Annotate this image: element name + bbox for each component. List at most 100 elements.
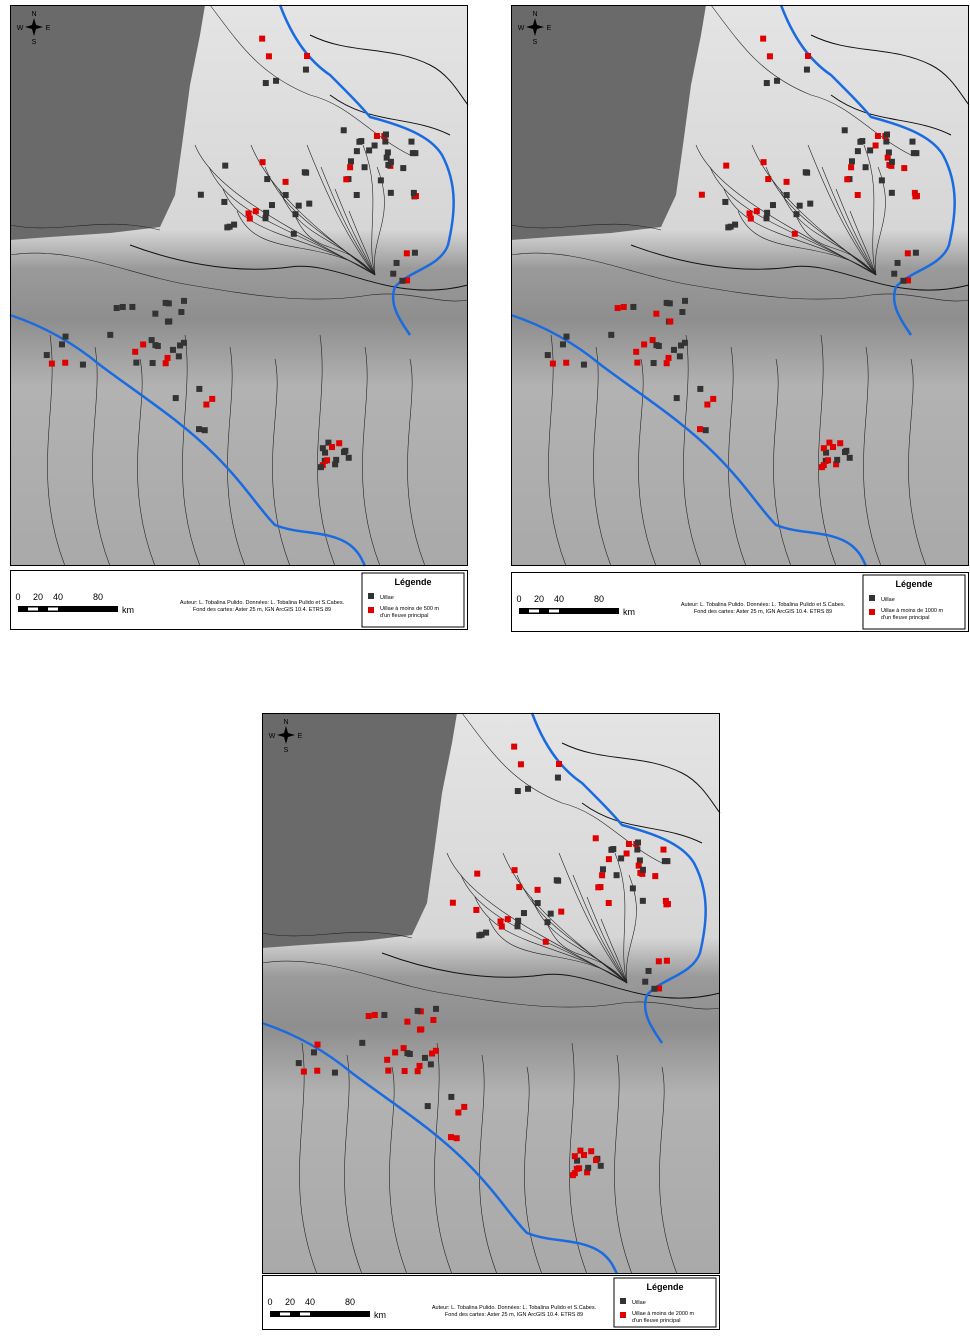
site-marker bbox=[173, 395, 179, 401]
site-marker bbox=[842, 449, 848, 455]
site-marker bbox=[630, 304, 636, 310]
site-marker bbox=[320, 445, 326, 451]
credit-line: Fond des cartes: Aster 25 m, IGN ArcGIS … bbox=[445, 1312, 583, 1318]
credit-line: Auteur: L. Tobalina Pulido. Données: L. … bbox=[432, 1305, 597, 1311]
site-marker bbox=[433, 1048, 439, 1054]
site-marker bbox=[415, 1068, 421, 1074]
scale-label: 20 bbox=[285, 1297, 295, 1307]
legend-panel: 0204080kmAuteur: L. Tobalina Pulido. Don… bbox=[263, 1276, 720, 1330]
site-marker bbox=[804, 67, 810, 73]
site-marker bbox=[560, 341, 566, 347]
site-marker bbox=[390, 271, 396, 277]
site-marker bbox=[793, 211, 799, 217]
site-marker bbox=[400, 165, 406, 171]
scale-seg bbox=[48, 608, 58, 611]
site-marker bbox=[402, 1068, 408, 1074]
site-marker bbox=[518, 761, 524, 767]
site-marker bbox=[891, 271, 897, 277]
site-marker bbox=[303, 67, 309, 73]
site-marker bbox=[259, 36, 265, 42]
site-marker bbox=[886, 149, 892, 155]
site-marker bbox=[674, 395, 680, 401]
site-marker bbox=[544, 919, 550, 925]
site-marker bbox=[408, 139, 414, 145]
site-marker bbox=[383, 131, 389, 137]
compass-s: S bbox=[32, 39, 37, 46]
site-marker bbox=[80, 362, 86, 368]
site-marker bbox=[283, 179, 289, 185]
site-marker bbox=[474, 871, 480, 877]
site-marker bbox=[311, 1049, 317, 1055]
legend-swatch bbox=[620, 1298, 626, 1304]
site-marker bbox=[362, 164, 368, 170]
site-marker bbox=[819, 464, 825, 470]
site-marker bbox=[333, 457, 339, 463]
site-marker bbox=[825, 457, 831, 463]
site-marker bbox=[697, 426, 703, 432]
site-marker bbox=[366, 1013, 372, 1019]
site-marker bbox=[49, 361, 55, 367]
compass-e: E bbox=[46, 25, 51, 32]
site-marker bbox=[394, 260, 400, 266]
site-marker bbox=[181, 340, 187, 346]
site-marker bbox=[359, 1040, 365, 1046]
site-marker bbox=[384, 1057, 390, 1063]
site-marker bbox=[366, 147, 372, 153]
site-marker bbox=[176, 353, 182, 359]
compass-n: N bbox=[283, 719, 288, 726]
site-marker bbox=[521, 910, 527, 916]
site-marker bbox=[107, 332, 113, 338]
site-marker bbox=[863, 164, 869, 170]
site-marker bbox=[867, 147, 873, 153]
site-marker bbox=[425, 1103, 431, 1109]
site-marker bbox=[346, 455, 352, 461]
site-marker bbox=[535, 900, 541, 906]
site-marker bbox=[873, 142, 879, 148]
site-marker bbox=[417, 1063, 423, 1069]
site-marker bbox=[875, 133, 881, 139]
figure: N S E W 0204080kmAuteur: L. Tobalina Pulido.… bbox=[0, 0, 970, 1331]
site-marker bbox=[525, 786, 531, 792]
site-marker bbox=[770, 202, 776, 208]
site-marker bbox=[63, 334, 69, 340]
credit-line: Auteur: L. Tobalina Pulido. Données: L. … bbox=[681, 602, 846, 608]
site-marker bbox=[163, 360, 169, 366]
site-marker bbox=[764, 210, 770, 216]
site-marker bbox=[581, 362, 587, 368]
site-marker bbox=[889, 159, 895, 165]
scale-unit: km bbox=[122, 605, 134, 615]
compass-e: E bbox=[547, 25, 552, 32]
site-marker bbox=[635, 839, 641, 845]
site-marker bbox=[656, 958, 662, 964]
site-marker bbox=[774, 78, 780, 84]
site-marker bbox=[704, 402, 710, 408]
site-marker bbox=[165, 355, 171, 361]
site-marker bbox=[784, 179, 790, 185]
site-marker bbox=[263, 80, 269, 86]
scale-label: 0 bbox=[15, 592, 20, 602]
site-marker bbox=[283, 192, 289, 198]
site-marker bbox=[318, 464, 324, 470]
site-marker bbox=[588, 1148, 594, 1154]
site-marker bbox=[461, 1104, 467, 1110]
site-marker bbox=[455, 1110, 461, 1116]
site-marker bbox=[842, 127, 848, 133]
site-marker bbox=[653, 311, 659, 317]
site-marker bbox=[388, 190, 394, 196]
scale-seg bbox=[529, 610, 539, 613]
site-marker bbox=[418, 1026, 424, 1032]
site-marker bbox=[378, 177, 384, 183]
compass-w: W bbox=[269, 733, 276, 740]
site-marker bbox=[511, 744, 517, 750]
site-marker bbox=[269, 202, 275, 208]
site-marker bbox=[412, 250, 418, 256]
site-marker bbox=[667, 318, 673, 324]
site-marker bbox=[296, 203, 302, 209]
site-marker bbox=[114, 305, 120, 311]
site-marker bbox=[797, 203, 803, 209]
site-marker bbox=[411, 190, 417, 196]
scale-seg bbox=[280, 1313, 290, 1316]
scale-label: 80 bbox=[594, 594, 604, 604]
site-marker bbox=[913, 250, 919, 256]
site-marker bbox=[407, 1051, 413, 1057]
